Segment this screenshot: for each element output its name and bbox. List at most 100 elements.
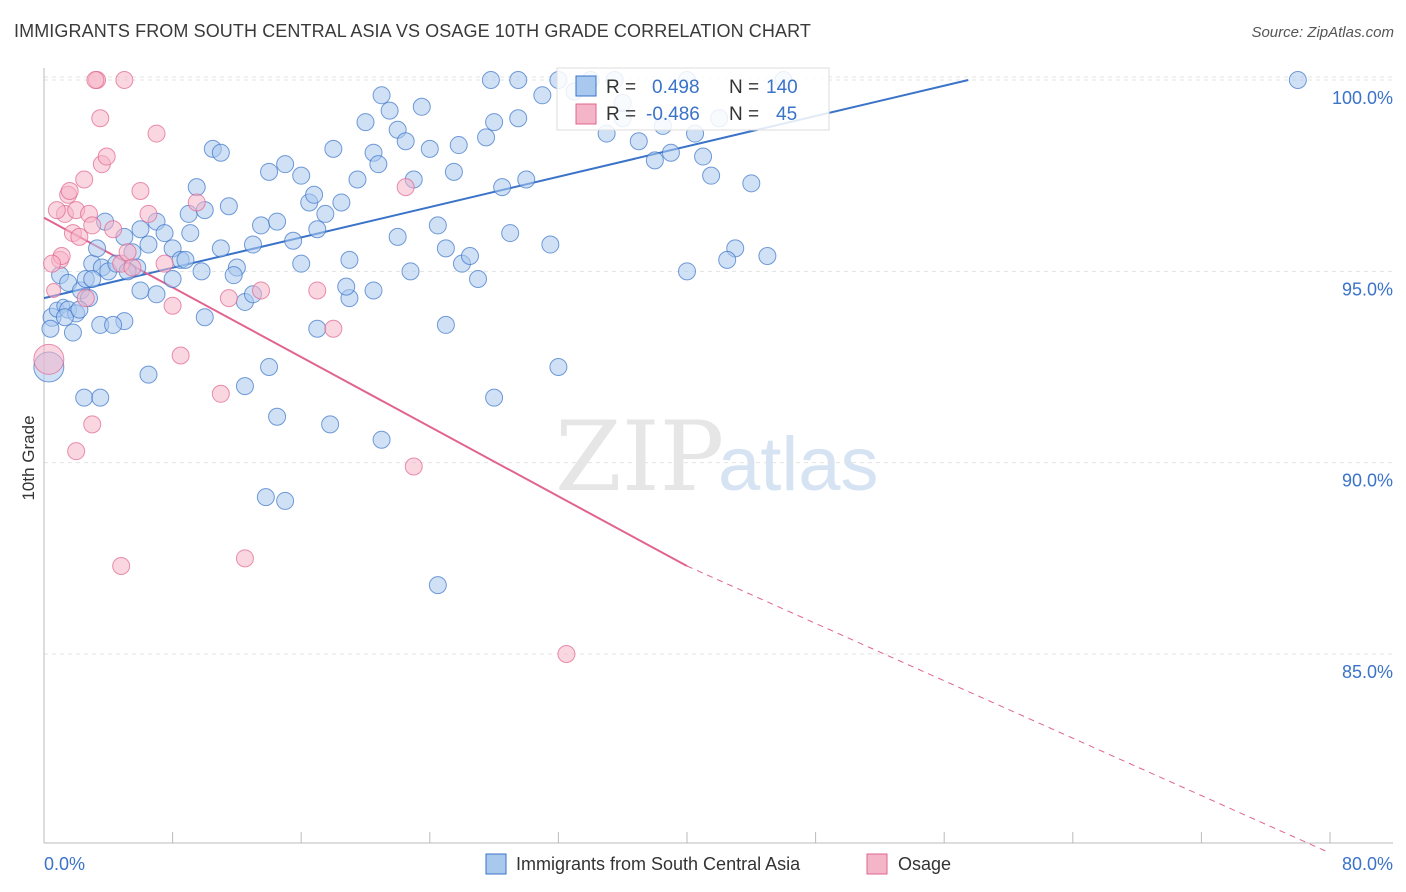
point-blue xyxy=(436,239,455,258)
point-blue xyxy=(176,250,195,269)
point-blue xyxy=(449,136,468,155)
point-pink xyxy=(43,254,62,273)
point-blue xyxy=(481,71,500,89)
y-tick-label-85: 85.0% xyxy=(1342,662,1393,682)
point-blue xyxy=(348,170,367,189)
point-blue xyxy=(533,86,552,105)
stats-r-label-pink: R = xyxy=(606,104,636,125)
point-pink xyxy=(97,147,116,166)
point-blue xyxy=(517,170,536,189)
point-blue xyxy=(268,212,287,231)
point-pink xyxy=(187,193,206,212)
point-blue xyxy=(41,319,60,338)
point-blue xyxy=(396,132,415,151)
point-blue xyxy=(678,262,696,281)
point-blue xyxy=(63,323,82,342)
legend-swatch-blue xyxy=(485,853,507,875)
point-blue xyxy=(718,250,737,269)
point-pink xyxy=(115,71,134,89)
y-tick-label-100: 100.0% xyxy=(1332,88,1393,108)
trend-line-pink xyxy=(43,216,688,567)
point-blue xyxy=(139,235,158,254)
point-pink xyxy=(139,204,158,223)
point-blue xyxy=(252,216,271,235)
point-blue xyxy=(324,139,343,158)
point-blue xyxy=(501,224,520,243)
point-blue xyxy=(276,491,295,510)
point-blue xyxy=(493,178,512,197)
x-tick-label-min: 0.0% xyxy=(44,854,85,874)
point-blue xyxy=(702,166,721,185)
point-blue xyxy=(131,220,150,239)
point-blue xyxy=(256,488,275,507)
point-blue xyxy=(661,143,680,162)
point-blue xyxy=(308,220,327,239)
point-pink xyxy=(104,220,123,239)
point-blue xyxy=(235,377,254,396)
point-blue xyxy=(224,266,243,285)
point-blue xyxy=(509,71,528,89)
point-blue xyxy=(181,224,200,243)
stats-box: R = 0.498 N = 140 R = -0.486 N = 45 xyxy=(556,67,830,131)
point-blue xyxy=(104,315,123,334)
point-blue xyxy=(75,388,94,407)
point-blue xyxy=(131,281,150,300)
legend-label-blue: Immigrants from South Central Asia xyxy=(516,854,801,874)
y-tick-label-90: 90.0% xyxy=(1342,471,1393,491)
point-blue xyxy=(372,430,391,449)
point-blue xyxy=(192,262,211,281)
point-blue xyxy=(268,407,287,426)
point-blue xyxy=(485,113,504,132)
point-blue xyxy=(629,132,648,151)
point-blue xyxy=(55,308,74,327)
point-blue xyxy=(340,250,359,269)
legend-label-pink: Osage xyxy=(898,854,951,874)
stats-n-value-blue: 140 xyxy=(766,77,798,98)
point-blue xyxy=(444,162,463,181)
point-pink xyxy=(83,415,102,434)
point-pink xyxy=(211,384,230,403)
point-blue xyxy=(549,358,568,376)
trend-line-pink-extension xyxy=(686,565,1331,854)
gridlines xyxy=(44,76,1393,655)
point-blue xyxy=(541,235,560,254)
point-pink xyxy=(252,281,271,300)
point-blue xyxy=(364,281,383,300)
stats-r-value-pink: -0.486 xyxy=(646,104,700,125)
point-blue xyxy=(1288,71,1307,89)
stats-swatch-blue xyxy=(575,75,597,97)
chart-title: IMMIGRANTS FROM SOUTH CENTRAL ASIA VS OS… xyxy=(14,21,811,41)
point-blue xyxy=(412,97,431,116)
point-blue xyxy=(337,277,356,296)
point-blue xyxy=(369,155,388,174)
point-pink xyxy=(75,170,94,189)
point-blue xyxy=(305,185,324,204)
point-blue xyxy=(260,358,279,376)
point-blue xyxy=(219,197,238,216)
point-blue xyxy=(477,128,496,147)
point-blue xyxy=(356,113,375,132)
point-blue xyxy=(694,147,713,166)
point-blue xyxy=(742,174,761,193)
point-blue xyxy=(509,109,528,128)
point-blue xyxy=(243,235,262,254)
point-blue xyxy=(187,178,206,197)
point-pink xyxy=(91,109,110,128)
stats-n-label-blue: N = xyxy=(729,77,759,98)
stats-r-value-blue: 0.498 xyxy=(652,77,700,98)
point-blue xyxy=(469,269,488,288)
point-pink xyxy=(47,201,66,220)
point-pink xyxy=(112,556,131,575)
point-pink xyxy=(67,442,86,461)
point-pink xyxy=(33,343,65,375)
point-pink xyxy=(396,178,415,197)
point-pink xyxy=(131,181,150,200)
point-blue xyxy=(155,224,174,243)
point-blue xyxy=(211,143,230,162)
point-blue xyxy=(211,239,230,258)
point-pink xyxy=(324,319,343,338)
point-pink xyxy=(83,216,102,235)
point-blue xyxy=(163,269,182,288)
point-blue xyxy=(372,86,391,105)
